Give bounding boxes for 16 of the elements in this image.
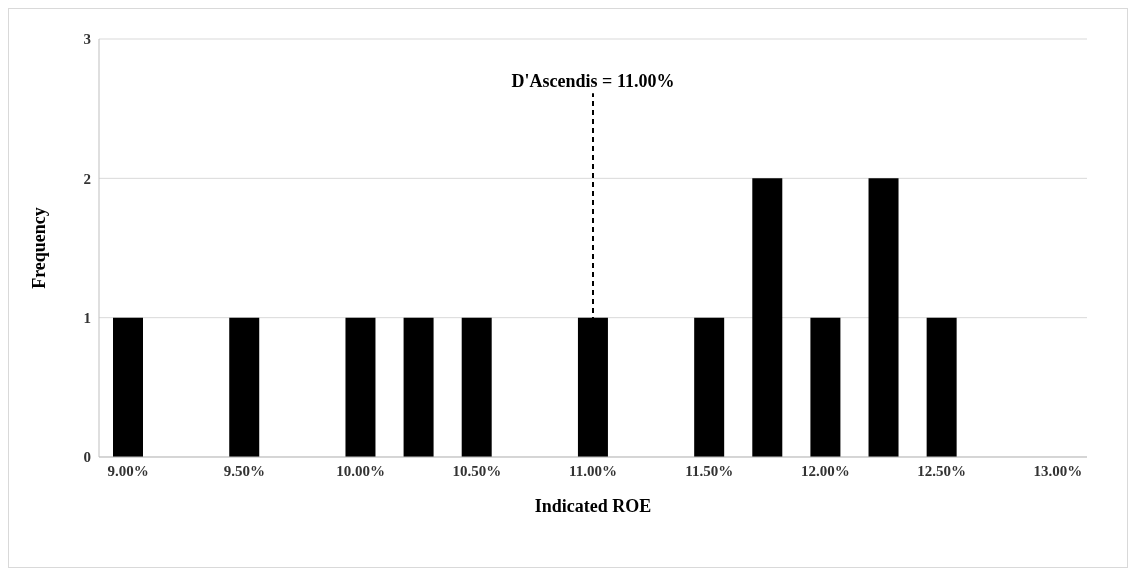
y-tick-label: 3	[83, 31, 91, 48]
x-tick-label: 11.00%	[569, 462, 617, 479]
y-tick-label: 0	[83, 449, 91, 466]
x-tick-label: 9.50%	[223, 462, 265, 479]
y-tick-label: 1	[83, 309, 91, 326]
y-tick-label: 2	[83, 170, 91, 187]
x-tick-label: 9.00%	[107, 462, 149, 479]
x-tick-label: 10.00%	[336, 462, 385, 479]
x-axis-title: Indicated ROE	[534, 496, 652, 516]
x-tick-label: 11.50%	[685, 462, 734, 479]
x-tick-label: 10.50%	[452, 462, 502, 479]
x-tick-label: 13.00%	[1033, 462, 1083, 479]
ref-line-label: D'Ascendis = 11.00%	[511, 71, 675, 92]
x-tick-label: 12.50%	[917, 462, 967, 479]
y-axis-title: Frequency	[29, 207, 50, 289]
x-tick-label: 12.00%	[801, 462, 850, 479]
